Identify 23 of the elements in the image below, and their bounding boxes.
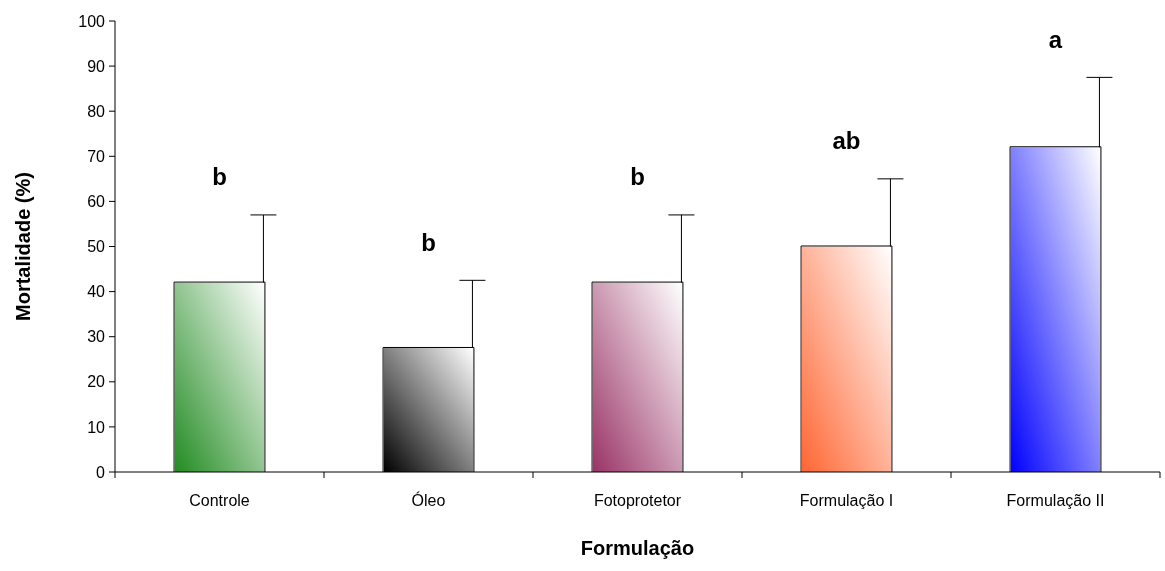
y-tick-label: 0 [96,463,106,481]
x-tick-label: Controle [189,492,250,509]
x-tick-label: Óleo [411,491,446,509]
y-tick-label: 80 [87,102,106,120]
annotation: b [421,228,436,256]
y-tick-label: 60 [87,193,106,210]
x-tick-label: Formulação I [799,492,894,509]
x-tick-label: Formulação II [1006,492,1105,509]
annotation: b [630,163,645,191]
y-tick-label: 90 [87,57,106,75]
y-axis-title: Mortalidade (%) [12,172,34,321]
annotation: a [1048,25,1063,53]
y-tick-label: 70 [87,147,106,165]
annotation: b [212,163,227,191]
annotation: ab [832,127,861,155]
y-tick-label: 20 [87,373,106,391]
y-tick-label: 40 [87,283,106,301]
y-tick-label: 50 [87,238,106,256]
y-tick-label: 100 [78,12,106,30]
x-axis-title: Formulação [580,537,695,559]
y-tick-label: 30 [87,328,106,346]
y-tick-label: 10 [87,418,106,436]
x-tick-label: Fotoprotetor [593,492,682,509]
